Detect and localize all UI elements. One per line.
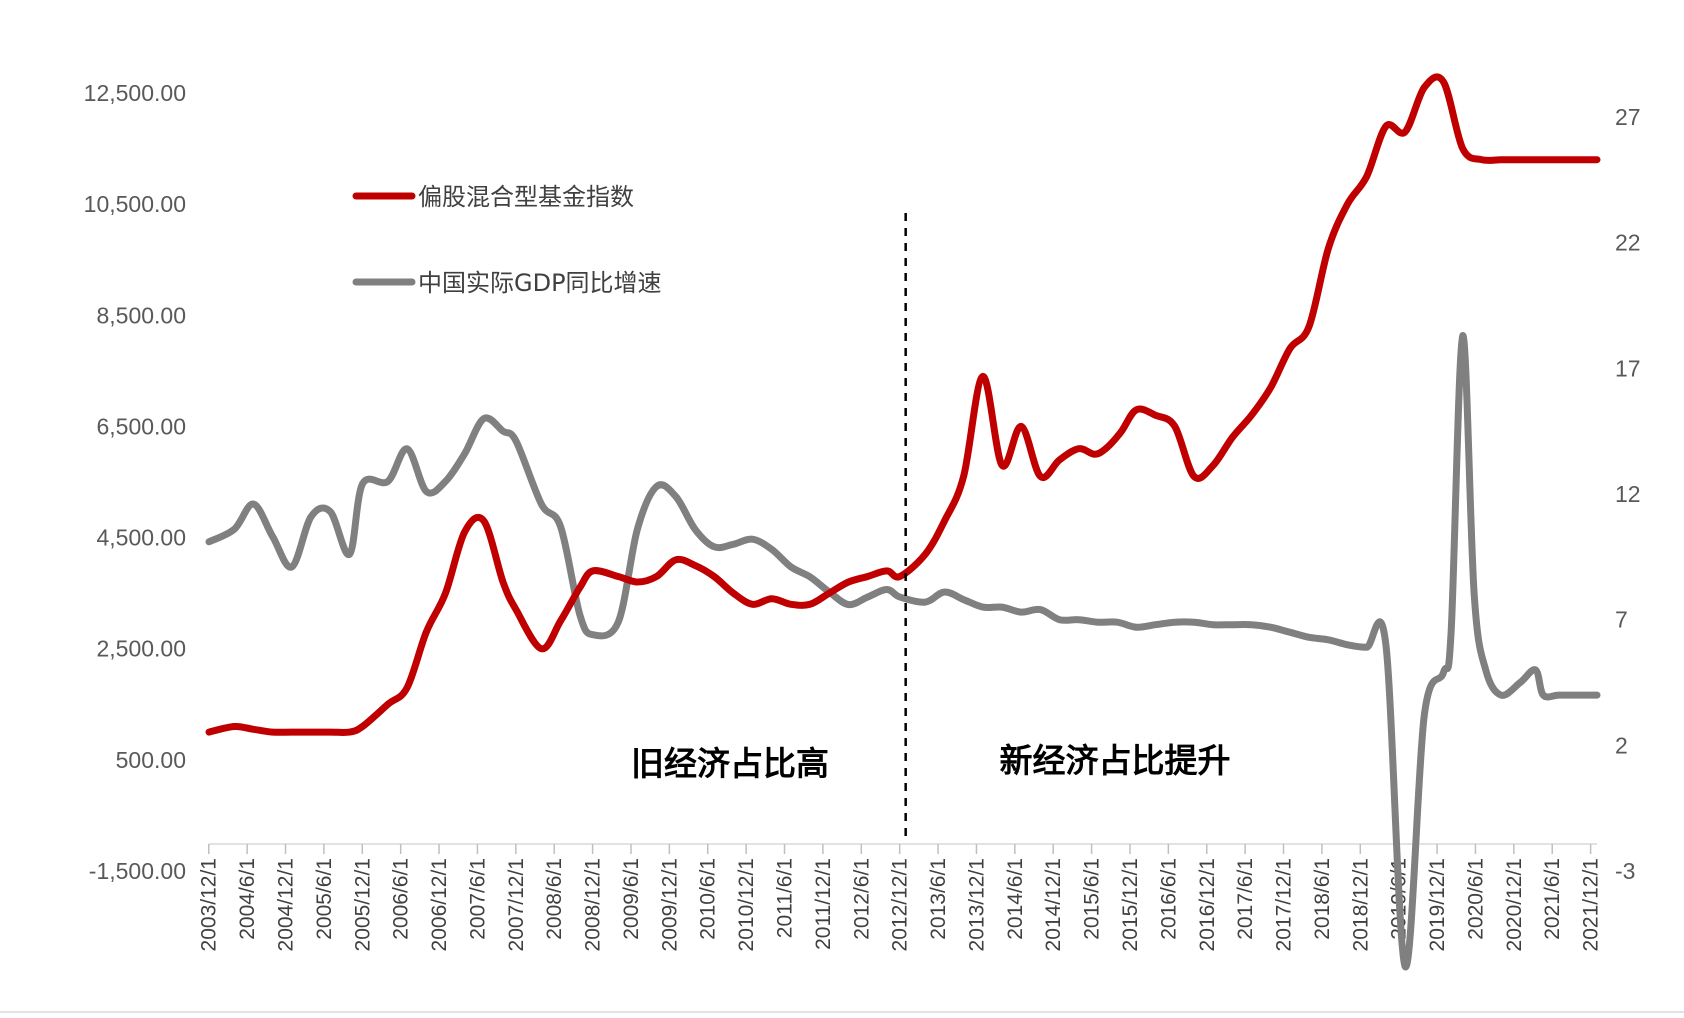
x-tick-label: 2018/12/1 bbox=[1349, 858, 1372, 951]
legend-item-gdp: 中国实际GDP同比增速 bbox=[352, 269, 662, 297]
x-tick-label: 2004/6/1 bbox=[236, 858, 259, 940]
x-tick-label: 2006/6/1 bbox=[390, 858, 413, 940]
x-tick-label: 2016/12/1 bbox=[1196, 858, 1219, 951]
x-tick-label: 2018/6/1 bbox=[1311, 858, 1334, 940]
x-tick-label: 2019/12/1 bbox=[1426, 858, 1449, 951]
x-tick-label: 2013/12/1 bbox=[965, 858, 988, 951]
x-tick-label: 2004/12/1 bbox=[275, 858, 298, 951]
annotation-new-economy: 新经济占比提升 bbox=[1000, 741, 1231, 780]
left-tick-label: 2,500.00 bbox=[96, 636, 186, 662]
legend-item-fund-index: 偏股混合型基金指数 bbox=[352, 183, 634, 211]
right-axis-tick-labels: 27 22 17 12 7 2 -3 bbox=[1615, 104, 1641, 884]
series-line-gdp bbox=[205, 332, 1601, 971]
legend-label-gdp: 中国实际GDP同比增速 bbox=[418, 269, 662, 297]
right-tick-label: 17 bbox=[1615, 355, 1641, 381]
x-tick-label: 2014/6/1 bbox=[1004, 858, 1027, 940]
right-tick-label: 22 bbox=[1615, 230, 1641, 256]
left-tick-label: -1,500.00 bbox=[89, 858, 186, 884]
x-tick-label: 2009/12/1 bbox=[658, 858, 681, 951]
x-tick-label: 2009/6/1 bbox=[620, 858, 643, 940]
x-tick-label: 2008/6/1 bbox=[543, 858, 566, 940]
legend-label-fund-index: 偏股混合型基金指数 bbox=[418, 183, 634, 211]
right-tick-label: 2 bbox=[1615, 732, 1628, 758]
right-tick-label: 27 bbox=[1615, 104, 1641, 130]
right-tick-label: 7 bbox=[1615, 607, 1628, 633]
x-tick-label: 2007/12/1 bbox=[505, 858, 528, 951]
x-tick-label: 2015/6/1 bbox=[1081, 858, 1104, 940]
x-tick-label: 2012/12/1 bbox=[889, 858, 912, 951]
series-layer bbox=[205, 73, 1601, 971]
x-tick-label: 2007/6/1 bbox=[466, 858, 489, 940]
x-tick-label: 2010/12/1 bbox=[735, 858, 758, 951]
x-tick-label: 2020/12/1 bbox=[1503, 858, 1526, 951]
left-tick-label: 8,500.00 bbox=[96, 302, 186, 328]
x-axis: 2003/12/1 2004/6/1 2004/12/1 2005/6/1 2005/1… bbox=[198, 843, 1603, 951]
x-tick-label: 2005/12/1 bbox=[351, 858, 374, 951]
legend: 偏股混合型基金指数 中国实际GDP同比增速 bbox=[352, 183, 662, 297]
series-line-fund-index bbox=[205, 73, 1601, 736]
x-tick-label: 2003/12/1 bbox=[198, 858, 221, 951]
x-tick-label: 2010/6/1 bbox=[697, 858, 720, 940]
left-tick-label: 6,500.00 bbox=[96, 413, 186, 439]
x-tick-label: 2016/6/1 bbox=[1157, 858, 1180, 940]
x-tick-label: 2008/12/1 bbox=[582, 858, 605, 951]
x-tick-label: 2014/12/1 bbox=[1042, 858, 1065, 951]
left-tick-label: 4,500.00 bbox=[96, 525, 186, 551]
x-tick-label: 2017/6/1 bbox=[1234, 858, 1257, 940]
x-tick-label: 2017/12/1 bbox=[1273, 858, 1296, 951]
x-tick-label: 2020/6/1 bbox=[1464, 858, 1487, 940]
x-tick-label: 2011/12/1 bbox=[812, 858, 835, 950]
x-tick-label: 2015/12/1 bbox=[1119, 858, 1142, 951]
left-axis-tick-labels: 12,500.00 10,500.00 8,500.00 6,500.00 4,500.… bbox=[84, 80, 186, 884]
annotation-old-economy: 旧经济占比高 bbox=[631, 744, 829, 783]
left-tick-label: 12,500.00 bbox=[84, 80, 186, 106]
right-tick-label: -3 bbox=[1615, 858, 1635, 884]
x-tick-label: 2021/12/1 bbox=[1580, 858, 1603, 951]
x-tick-label: 2006/12/1 bbox=[428, 858, 451, 951]
left-tick-label: 500.00 bbox=[116, 747, 186, 773]
x-tick-label: 2011/6/1 bbox=[774, 858, 797, 938]
x-tick-label: 2012/6/1 bbox=[850, 858, 873, 940]
x-tick-label: 2013/6/1 bbox=[927, 858, 950, 940]
x-tick-label: 2021/6/1 bbox=[1541, 858, 1564, 940]
x-tick-label: 2005/6/1 bbox=[313, 858, 336, 940]
left-tick-label: 10,500.00 bbox=[84, 191, 186, 217]
right-tick-label: 12 bbox=[1615, 481, 1641, 507]
